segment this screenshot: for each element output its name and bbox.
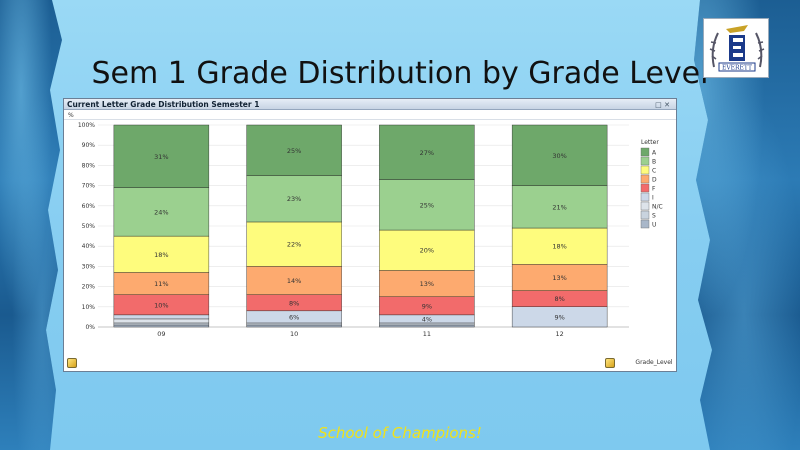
bar-segment-b xyxy=(246,175,342,223)
data-label: 18% xyxy=(552,243,566,251)
data-label: 30% xyxy=(552,152,566,160)
toolbar-percent-label[interactable]: % xyxy=(68,112,74,119)
bar-segment-b xyxy=(511,185,608,229)
data-label: 6% xyxy=(289,313,299,321)
stacked-bar-chart: 0% 10% 20% 30% 40% 50% 60% 70% 80% 90% 100% 10% 11% 1… xyxy=(78,122,673,366)
legend-swatch xyxy=(640,165,650,175)
y-tick-label: 50% xyxy=(82,223,96,230)
legend-title: Letter xyxy=(641,139,659,146)
data-label: 25% xyxy=(420,201,434,209)
bar-segment-d xyxy=(246,266,342,295)
bar-segment-a xyxy=(511,124,608,186)
data-label: 20% xyxy=(420,247,434,255)
bar-segment-a xyxy=(379,124,475,180)
x-tick-label: 11 xyxy=(423,330,431,338)
bar-segment-s xyxy=(246,322,342,326)
y-tick-label: 70% xyxy=(82,183,96,190)
legend-label: U xyxy=(652,222,656,229)
slide-title: Sem 1 Grade Distribution by Grade Level xyxy=(91,56,709,91)
y-tick-label: 90% xyxy=(82,142,96,149)
chart-window: Current Letter Grade Distribution Semest… xyxy=(63,98,677,372)
legend-swatch xyxy=(640,201,650,211)
x-tick-label: 10 xyxy=(290,330,298,338)
data-label: 4% xyxy=(422,315,432,323)
y-tick-label: 60% xyxy=(82,203,96,210)
legend-swatch xyxy=(640,156,650,166)
bar-segment-u xyxy=(113,324,210,328)
bar-segment-u xyxy=(246,324,342,328)
y-tick-label: 80% xyxy=(82,162,96,169)
data-label: 22% xyxy=(287,241,301,249)
bar-segment-u xyxy=(379,324,475,328)
bar-segment-b xyxy=(113,187,210,237)
legend-swatch xyxy=(640,219,650,229)
window-toolbar: % xyxy=(64,111,676,120)
bar-segment-nc xyxy=(113,318,210,324)
data-label: 9% xyxy=(422,302,432,310)
data-label: 9% xyxy=(554,313,564,321)
data-label: 21% xyxy=(552,203,566,211)
bar-segment-d xyxy=(511,264,608,291)
legend-swatch xyxy=(640,183,650,193)
bar-segment-c xyxy=(511,227,608,265)
legend-label: D xyxy=(652,177,657,184)
data-label: 11% xyxy=(154,280,168,288)
y-tick-label: 0% xyxy=(85,324,95,331)
slide-footer: School of Champions! xyxy=(318,424,482,442)
legend-label: I xyxy=(652,195,654,202)
data-label: 25% xyxy=(287,147,301,155)
data-label: 8% xyxy=(554,295,564,303)
y-tick-label: 20% xyxy=(82,284,96,291)
window-title-bar: Current Letter Grade Distribution Semest… xyxy=(64,99,676,110)
bar-segment-c xyxy=(246,221,342,267)
axis-options-icon[interactable] xyxy=(605,358,615,368)
data-label: 18% xyxy=(154,251,168,259)
legend-swatch xyxy=(640,210,650,220)
bar-segment-c xyxy=(379,229,475,271)
legend-swatch xyxy=(640,147,650,157)
data-label: 8% xyxy=(289,299,299,307)
school-crest-icon: EVERETT xyxy=(709,25,765,72)
data-label: 23% xyxy=(287,195,301,203)
legend-label: S xyxy=(652,213,656,220)
x-axis-label: Grade_Level xyxy=(635,359,672,366)
legend-swatch xyxy=(640,174,650,184)
legend-swatch xyxy=(640,192,650,202)
bar-segment-a xyxy=(246,124,342,176)
legend-label: C xyxy=(652,168,656,175)
data-label: 13% xyxy=(552,274,566,282)
chart-options-icon[interactable] xyxy=(67,358,77,368)
data-label: 13% xyxy=(420,280,434,288)
window-controls-icon[interactable]: □ ✕ xyxy=(655,101,670,109)
data-label: 27% xyxy=(420,149,434,157)
y-tick-label: 10% xyxy=(82,304,96,311)
y-tick-label: 100% xyxy=(78,122,95,129)
data-label: 31% xyxy=(154,153,168,161)
logo-text: EVERETT xyxy=(722,65,752,72)
x-tick-label: 09 xyxy=(157,330,165,338)
bar-segment-b xyxy=(379,179,475,231)
bar-segment-c xyxy=(113,235,210,273)
legend-label: F xyxy=(652,186,656,193)
window-title: Current Letter Grade Distribution Semest… xyxy=(67,100,260,109)
x-tick-label: 12 xyxy=(555,330,563,338)
school-logo: EVERETT xyxy=(703,18,769,78)
y-tick-label: 40% xyxy=(82,243,96,250)
y-tick-label: 30% xyxy=(82,263,96,270)
bar-segment-s xyxy=(113,322,210,326)
data-label: 10% xyxy=(154,301,168,309)
bar-segment-a xyxy=(113,124,210,188)
legend-label: A xyxy=(652,150,657,157)
legend-label: N/C xyxy=(652,204,663,211)
data-label: 14% xyxy=(287,277,301,285)
bar-segment-i xyxy=(113,314,210,320)
legend-label: B xyxy=(652,159,656,166)
data-label: 24% xyxy=(154,208,168,216)
